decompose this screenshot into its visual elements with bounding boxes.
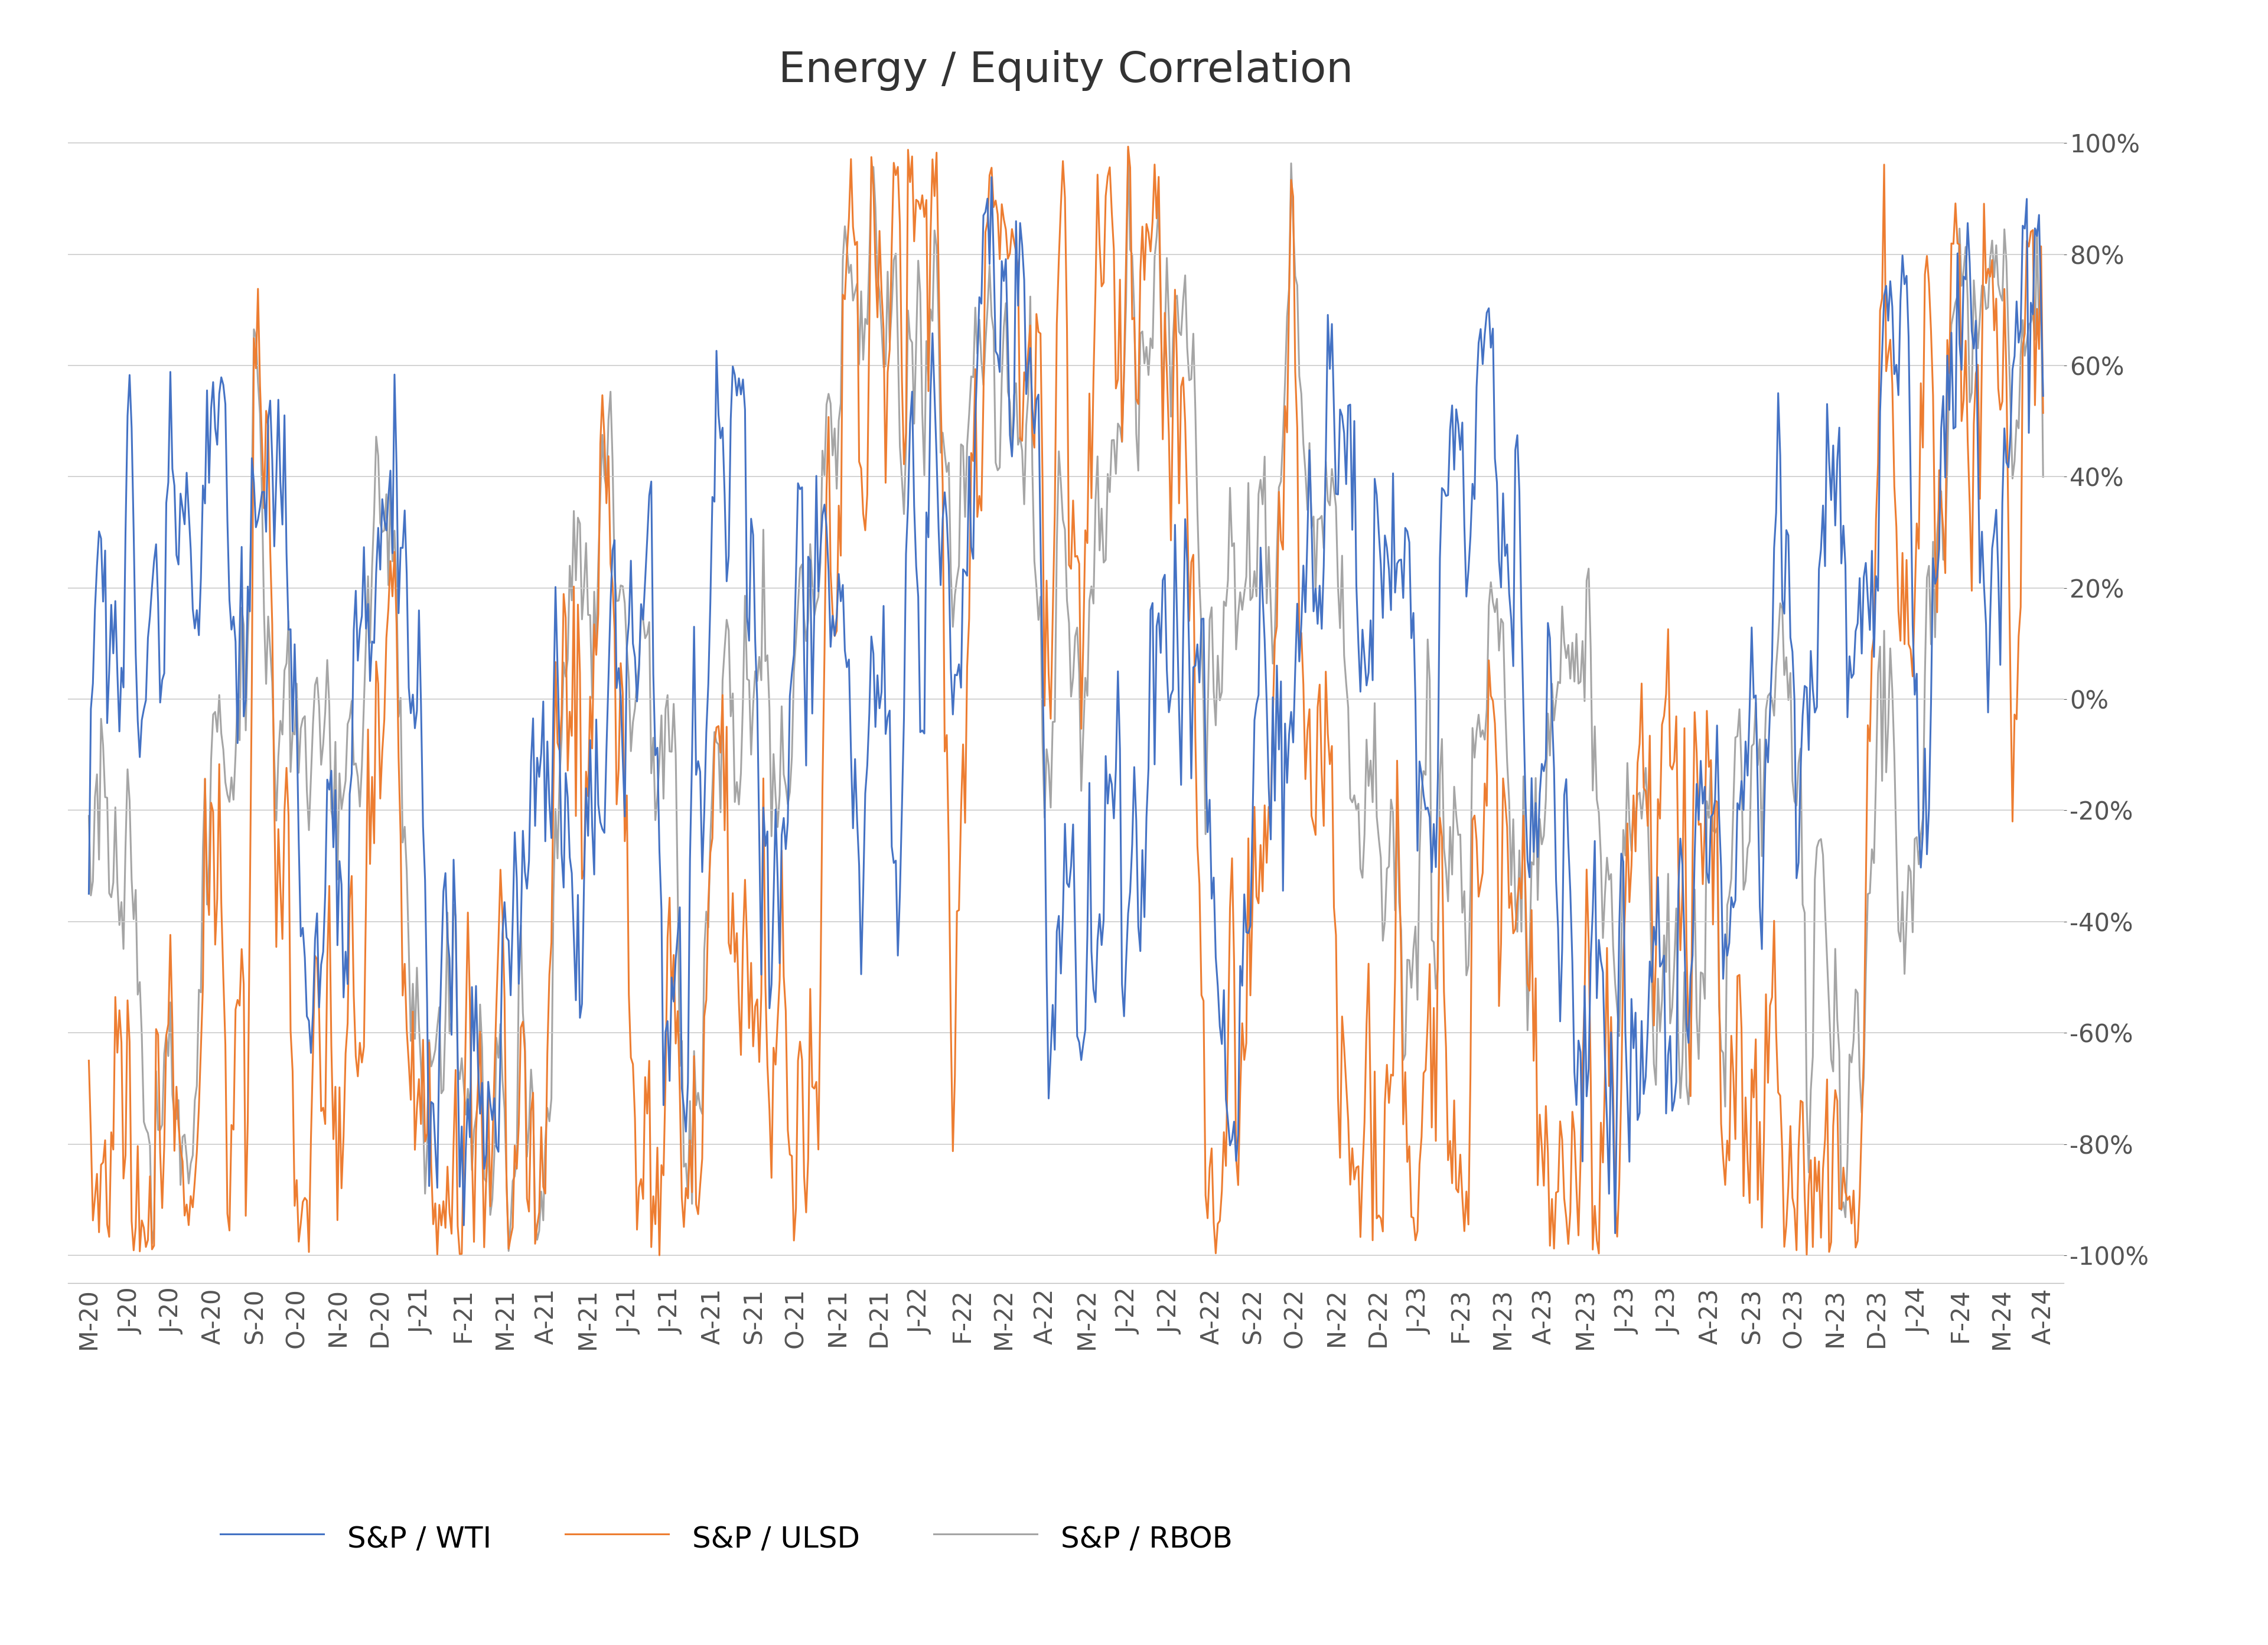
S&P / WTI [1601, 1224, 1628, 1244]
S&P / RBOB [1232, 584, 1259, 604]
S&P / RBOB [1966, 306, 1994, 326]
S&P / RBOB [438, 1012, 465, 1031]
S&P / RBOB [494, 1240, 522, 1260]
S&P / ULSD [1966, 489, 1994, 508]
S&P / WTI [75, 883, 102, 903]
S&P / RBOB [889, 469, 916, 489]
S&P / WTI [887, 885, 914, 905]
Legend: S&P / WTI, S&P / ULSD, S&P / RBOB: S&P / WTI, S&P / ULSD, S&P / RBOB [209, 1508, 1245, 1568]
S&P / RBOB [168, 1127, 195, 1147]
S&P / ULSD [75, 1051, 102, 1071]
S&P / ULSD [438, 1224, 465, 1244]
Title: Energy / Equity Correlation: Energy / Equity Correlation [778, 51, 1354, 90]
S&P / ULSD [2030, 403, 2057, 423]
S&P / ULSD [646, 1245, 674, 1265]
S&P / WTI [1966, 572, 1994, 592]
S&P / WTI [1937, 400, 1964, 419]
S&P / ULSD [1937, 364, 1964, 383]
Line: S&P / ULSD: S&P / ULSD [88, 146, 2043, 1255]
S&P / WTI [168, 498, 195, 518]
Line: S&P / WTI: S&P / WTI [88, 178, 2043, 1234]
S&P / RBOB [1937, 364, 1964, 383]
S&P / RBOB [1114, 140, 1141, 160]
S&P / ULSD [168, 1151, 195, 1171]
S&P / ULSD [889, 370, 916, 390]
S&P / WTI [978, 168, 1005, 188]
S&P / ULSD [1232, 1050, 1259, 1069]
S&P / RBOB [75, 806, 102, 826]
S&P / WTI [1229, 975, 1256, 995]
S&P / RBOB [2030, 467, 2057, 487]
S&P / WTI [438, 1025, 465, 1045]
Line: S&P / RBOB: S&P / RBOB [88, 150, 2043, 1250]
S&P / WTI [2030, 387, 2057, 406]
S&P / ULSD [1114, 137, 1141, 156]
